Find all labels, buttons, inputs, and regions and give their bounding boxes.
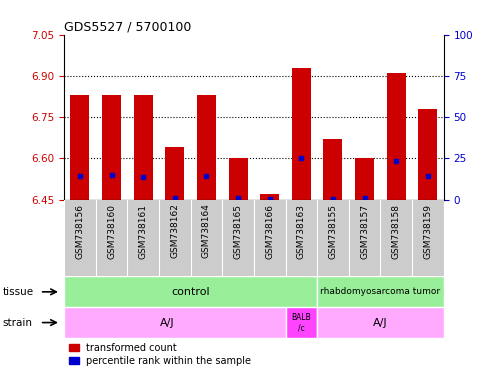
Bar [317,276,444,307]
Bar [165,147,184,200]
Text: control: control [171,287,210,297]
Bar [317,307,444,338]
Bar [134,95,153,200]
Text: A/J: A/J [160,318,174,328]
Bar [70,95,89,200]
Bar [64,276,317,307]
Text: strain: strain [2,318,33,328]
Text: GSM738155: GSM738155 [328,204,338,258]
Text: GSM738165: GSM738165 [234,204,243,258]
Bar [197,95,216,200]
Text: GSM738158: GSM738158 [392,204,401,258]
Bar [387,73,406,200]
Bar [323,139,343,200]
Bar [419,109,437,200]
Bar [64,307,285,338]
Text: GSM738164: GSM738164 [202,204,211,258]
Text: GSM738163: GSM738163 [297,204,306,258]
Text: GSM738162: GSM738162 [170,204,179,258]
Text: GSM738156: GSM738156 [75,204,84,258]
Bar [285,307,317,338]
Text: rhabdomyosarcoma tumor: rhabdomyosarcoma tumor [320,287,440,296]
Text: GSM738160: GSM738160 [107,204,116,258]
Bar [355,159,374,200]
Text: A/J: A/J [373,318,387,328]
Bar [260,194,279,200]
Legend: transformed count, percentile rank within the sample: transformed count, percentile rank withi… [69,343,251,366]
Text: GDS5527 / 5700100: GDS5527 / 5700100 [64,20,191,33]
Text: GSM738161: GSM738161 [139,204,148,258]
Text: GSM738166: GSM738166 [265,204,274,258]
Text: GSM738157: GSM738157 [360,204,369,258]
Bar [292,68,311,200]
Text: GSM738159: GSM738159 [423,204,432,258]
Bar [102,95,121,200]
Bar [229,159,247,200]
Text: tissue: tissue [2,287,34,297]
Text: BALB
/c: BALB /c [291,313,311,332]
